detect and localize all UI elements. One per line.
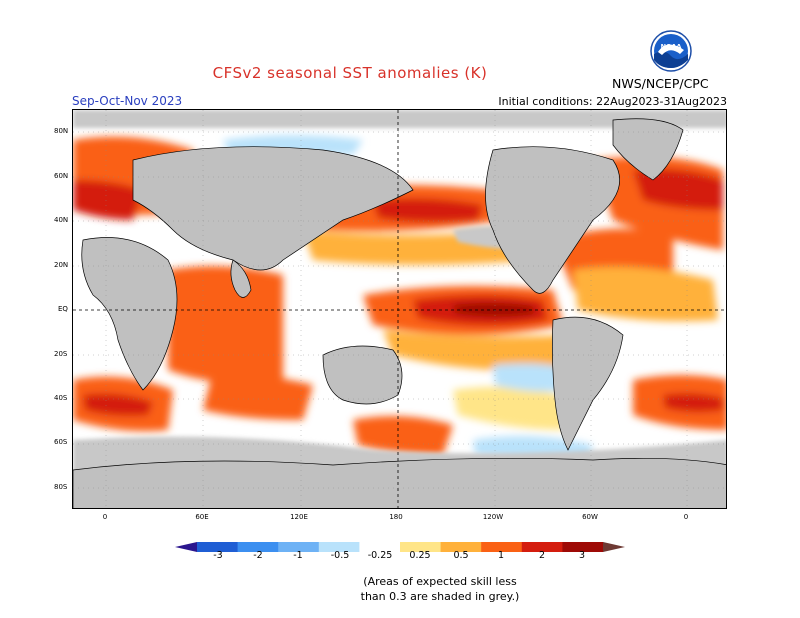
colorbar-label: -0.25: [367, 550, 393, 561]
lat-label-80n: 80N: [54, 127, 69, 135]
colorbar-segment: [359, 542, 401, 552]
colorbar-segment: [197, 542, 239, 552]
lat-label-60n: 60N: [54, 172, 69, 180]
lon-label-60e: 60E: [195, 513, 209, 521]
lon-label-180: 180: [389, 513, 403, 521]
sst-anomaly-map: [72, 109, 727, 509]
lat-lon-grid: [73, 110, 726, 508]
lat-label-eq: EQ: [58, 305, 68, 313]
lon-label-120w: 120W: [482, 513, 504, 521]
skill-note-line1: (Areas of expected skill less: [363, 575, 517, 588]
lon-label-120e: 120E: [290, 513, 308, 521]
lat-label-80s: 80S: [54, 483, 68, 491]
colorbar-segment: [562, 542, 604, 552]
map-title: CFSv2 seasonal SST anomalies (K): [212, 64, 488, 82]
colorbar-segment: [521, 542, 563, 552]
colorbar-label: 0.5: [453, 550, 469, 561]
colorbar-label: 3: [578, 550, 586, 561]
lon-label-0: 0: [102, 513, 108, 521]
colorbar-label: -3: [213, 550, 223, 561]
lat-label-40n: 40N: [54, 216, 69, 224]
lon-label-0-right: 0: [683, 513, 689, 521]
skill-note-line2: than 0.3 are shaded in grey.): [360, 590, 520, 603]
colorbar-arrow-low: [175, 542, 197, 552]
logo-wordmark: NOAA: [661, 43, 682, 51]
colorbar-label: 1: [497, 550, 505, 561]
noaa-logo: NOAA: [650, 30, 692, 72]
lat-label-40s: 40S: [54, 394, 68, 402]
lon-label-60w: 60W: [582, 513, 598, 521]
colorbar: [175, 537, 625, 552]
colorbar-label: -2: [253, 550, 263, 561]
skill-note: (Areas of expected skill less than 0.3 a…: [330, 574, 550, 604]
agency-label: NWS/NCEP/CPC: [612, 76, 709, 91]
lat-label-60s: 60S: [54, 438, 68, 446]
colorbar-segment: [237, 542, 279, 552]
land-masses: [73, 118, 726, 508]
colorbar-arrow-high: [603, 542, 625, 552]
colorbar-label: 2: [538, 550, 546, 561]
colorbar-segment: [318, 542, 360, 552]
colorbar-segment: [278, 542, 320, 552]
colorbar-label: -1: [293, 550, 303, 561]
initial-conditions-label: Initial conditions: 22Aug2023-31Aug2023: [498, 95, 727, 108]
colorbar-segment: [440, 542, 482, 552]
colorbar-label: -0.5: [330, 550, 350, 561]
colorbar-label: 0.25: [409, 550, 431, 561]
lat-label-20s: 20S: [54, 350, 68, 358]
season-label: Sep-Oct-Nov 2023: [72, 94, 183, 108]
colorbar-segment: [481, 542, 523, 552]
colorbar-segment: [400, 542, 442, 552]
lat-label-20n: 20N: [54, 261, 69, 269]
